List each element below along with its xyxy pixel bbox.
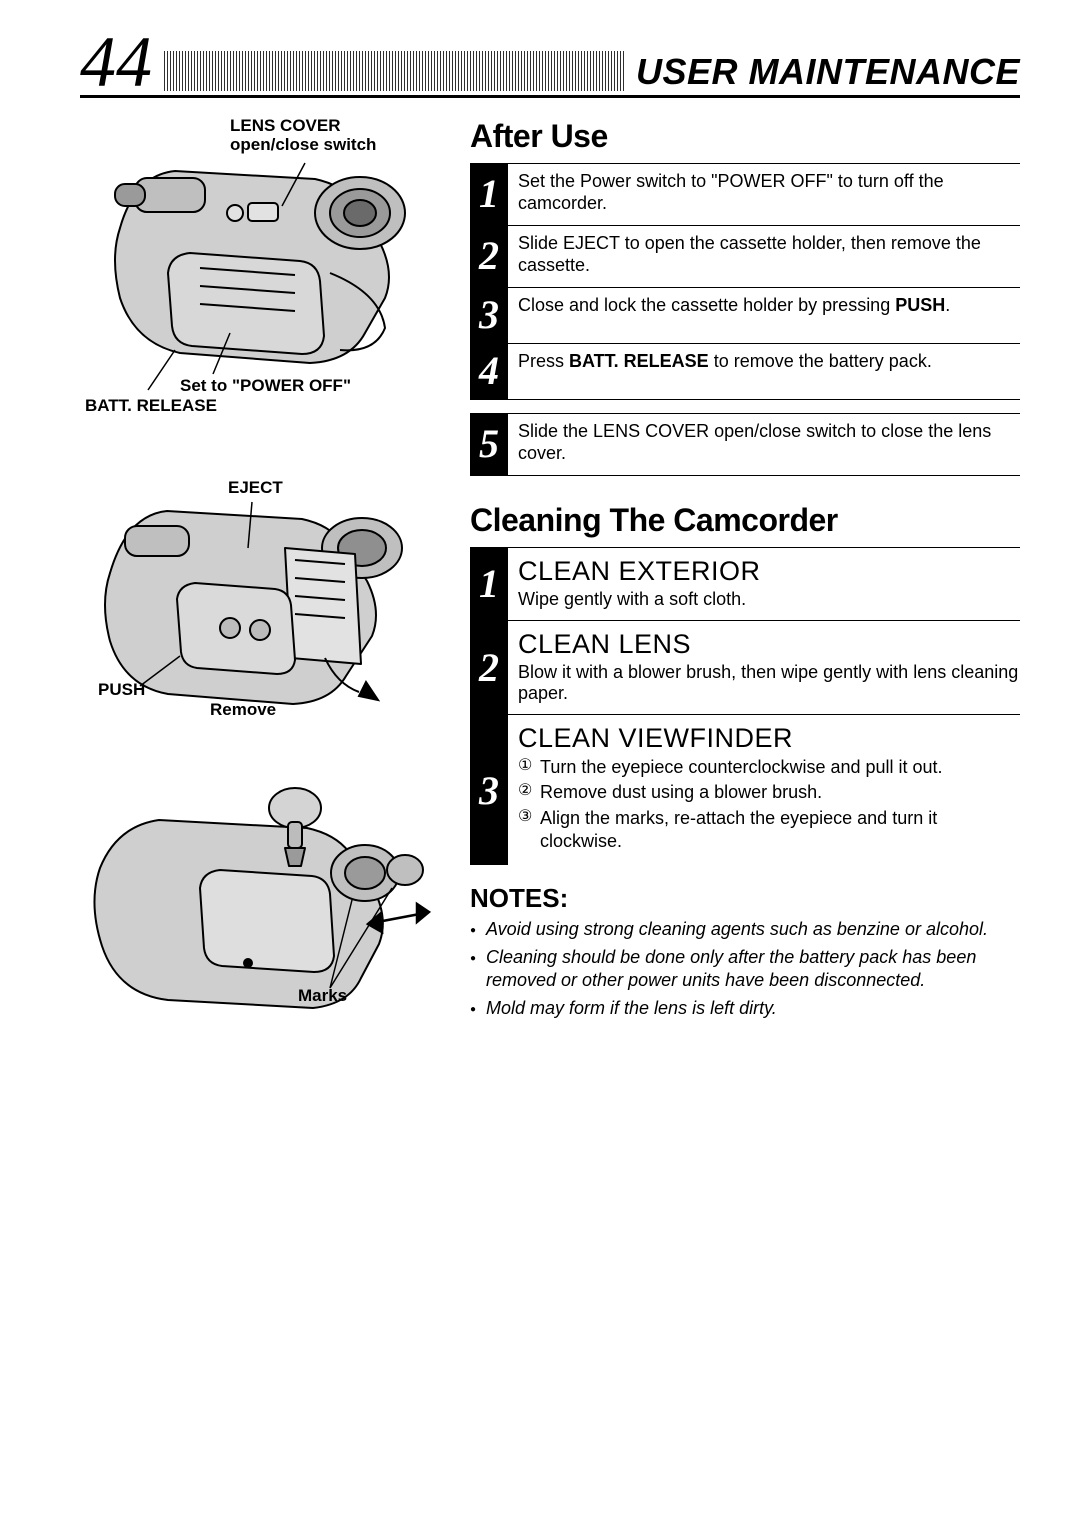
callout-power-off: Set to "POWER OFF" xyxy=(180,376,351,396)
diagram-camcorder-eject: EJECT PUSH Remove xyxy=(80,478,440,748)
subhead: CLEAN LENS xyxy=(518,629,1020,660)
note-item: Cleaning should be done only after the b… xyxy=(470,946,1020,993)
step: 3Close and lock the cassette holder by p… xyxy=(470,287,1020,343)
callout-lens-cover: LENS COVER open/close switch xyxy=(230,116,376,155)
step-number: 2 xyxy=(470,621,508,714)
step-body: Slide EJECT to open the cassette holder,… xyxy=(508,226,1020,287)
note-item: Avoid using strong cleaning agents such … xyxy=(470,918,1020,941)
step: 1Set the Power switch to "POWER OFF" to … xyxy=(470,163,1020,225)
page-header: 44 USER MAINTENANCE xyxy=(80,30,1020,98)
step-number: 3 xyxy=(470,288,508,343)
step-body: Slide the LENS COVER open/close switch t… xyxy=(508,414,1020,475)
step-number: 1 xyxy=(470,548,508,620)
notes-list: Avoid using strong cleaning agents such … xyxy=(470,918,1020,1020)
header-title: USER MAINTENANCE xyxy=(636,51,1020,93)
note-item: Mold may form if the lens is left dirty. xyxy=(470,997,1020,1020)
step-number: 1 xyxy=(470,164,508,225)
callout-eject: EJECT xyxy=(228,478,283,498)
step: 5Slide the LENS COVER open/close switch … xyxy=(470,413,1020,475)
step-body: Press BATT. RELEASE to remove the batter… xyxy=(508,344,936,399)
notes-title: NOTES: xyxy=(470,883,1020,914)
callout-remove: Remove xyxy=(210,700,276,720)
step-body: Close and lock the cassette holder by pr… xyxy=(508,288,954,343)
callout-batt-release: BATT. RELEASE xyxy=(85,396,217,416)
step: 4Press BATT. RELEASE to remove the batte… xyxy=(470,343,1020,399)
step: 2Slide EJECT to open the cassette holder… xyxy=(470,225,1020,287)
step-number: 2 xyxy=(470,226,508,287)
cleaning-groups: 1CLEAN EXTERIORWipe gently with a soft c… xyxy=(470,547,1020,866)
step-body: Set the Power switch to "POWER OFF" to t… xyxy=(508,164,1020,225)
diagram-camcorder-top: LENS COVER open/close switch Set to "POW… xyxy=(80,118,440,448)
after-use-steps: 1Set the Power switch to "POWER OFF" to … xyxy=(470,163,1020,476)
content-column: After Use 1Set the Power switch to "POWE… xyxy=(470,118,1020,1068)
section-title-after-use: After Use xyxy=(470,118,1020,155)
step-number: 3 xyxy=(470,715,508,866)
callout-push: PUSH xyxy=(98,680,145,700)
diagram-camcorder-marks: Marks xyxy=(80,778,440,1038)
step-number: 5 xyxy=(470,414,508,475)
subhead: CLEAN EXTERIOR xyxy=(518,556,1020,587)
header-rule xyxy=(164,51,624,91)
section-title-cleaning: Cleaning The Camcorder xyxy=(470,502,1020,539)
diagram-column: LENS COVER open/close switch Set to "POW… xyxy=(80,118,440,1068)
callout-marks: Marks xyxy=(298,986,347,1006)
page-number: 44 xyxy=(80,30,152,95)
step-number: 4 xyxy=(470,344,508,399)
subhead: CLEAN VIEWFINDER xyxy=(518,723,1020,754)
